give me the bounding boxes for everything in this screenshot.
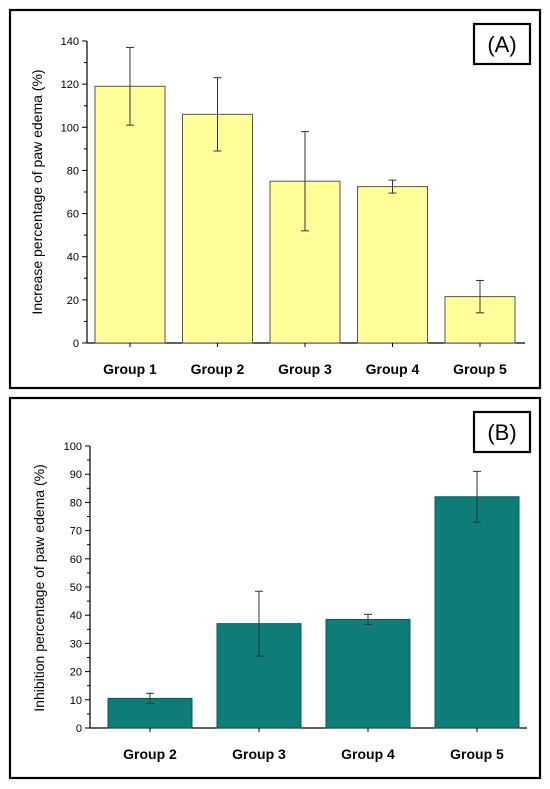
y-tick-label: 120 (61, 79, 79, 91)
panel-a-y-axis-label: Increase percentage of paw edema (%) (29, 69, 45, 314)
x-category-label: Group 2 (123, 746, 177, 762)
y-tick-label: 90 (70, 469, 82, 481)
y-tick-label: 140 (61, 36, 79, 48)
panel-b-tag: (B) (487, 420, 516, 445)
panel-a: 0 20 40 60 80 100 120 140 Group 1 Group 2 Group 3… (8, 8, 542, 390)
y-tick-label: 40 (70, 610, 82, 622)
x-category-label: Group 2 (191, 361, 245, 377)
y-tick-label: 60 (70, 554, 82, 566)
panel-b-y-ticks: 0 10 20 30 40 50 60 70 80 90 100 (64, 441, 90, 735)
y-tick-label: 60 (67, 209, 79, 221)
y-tick-label: 10 (70, 695, 82, 707)
x-category-label: Group 3 (232, 746, 286, 762)
y-tick-label: 50 (70, 582, 82, 594)
x-category-label: Group 5 (450, 746, 504, 762)
bar-group-4 (357, 186, 428, 344)
y-tick-label: 80 (70, 497, 82, 509)
panel-b-category-labels: Group 2 Group 3 Group 4 Group 5 (123, 728, 504, 762)
x-category-label: Group 1 (103, 361, 157, 377)
y-tick-label: 30 (70, 638, 82, 650)
y-tick-label: 100 (61, 122, 79, 134)
y-tick-label: 100 (64, 441, 82, 453)
panel-b-bars (107, 470, 520, 729)
panel-b-tag-box (472, 410, 532, 454)
panel-a-frame (8, 8, 542, 390)
panel-a-y-ticks: 0 20 40 60 80 100 120 140 (61, 36, 87, 350)
y-tick-label: 0 (73, 338, 79, 350)
x-category-label: Group 4 (366, 361, 420, 377)
y-tick-label: 0 (76, 723, 82, 735)
y-tick-label: 70 (70, 526, 82, 538)
y-tick-label: 20 (67, 295, 79, 307)
panel-a-bars (94, 46, 516, 344)
bar-group-4 (325, 618, 411, 729)
bar-group-2 (182, 113, 253, 344)
panel-b-y-axis-label: Inhibition percentage of paw edema (%) (31, 464, 47, 711)
panel-a-tag-box (472, 22, 532, 66)
panel-b-frame (8, 396, 542, 780)
bar-group-3 (269, 180, 341, 344)
bar-group-1 (94, 85, 166, 344)
x-category-label: Group 3 (278, 361, 332, 377)
panel-a-tag: (A) (487, 32, 516, 57)
bar-group-5 (434, 496, 520, 729)
y-tick-label: 20 (70, 667, 82, 679)
y-tick-label: 40 (67, 252, 79, 264)
x-category-label: Group 4 (341, 746, 395, 762)
y-tick-label: 80 (67, 165, 79, 177)
x-category-label: Group 5 (453, 361, 507, 377)
bar-group-2 (107, 697, 193, 729)
panel-a-category-labels: Group 1 Group 2 Group 3 Group 4 Group 5 (103, 343, 507, 377)
